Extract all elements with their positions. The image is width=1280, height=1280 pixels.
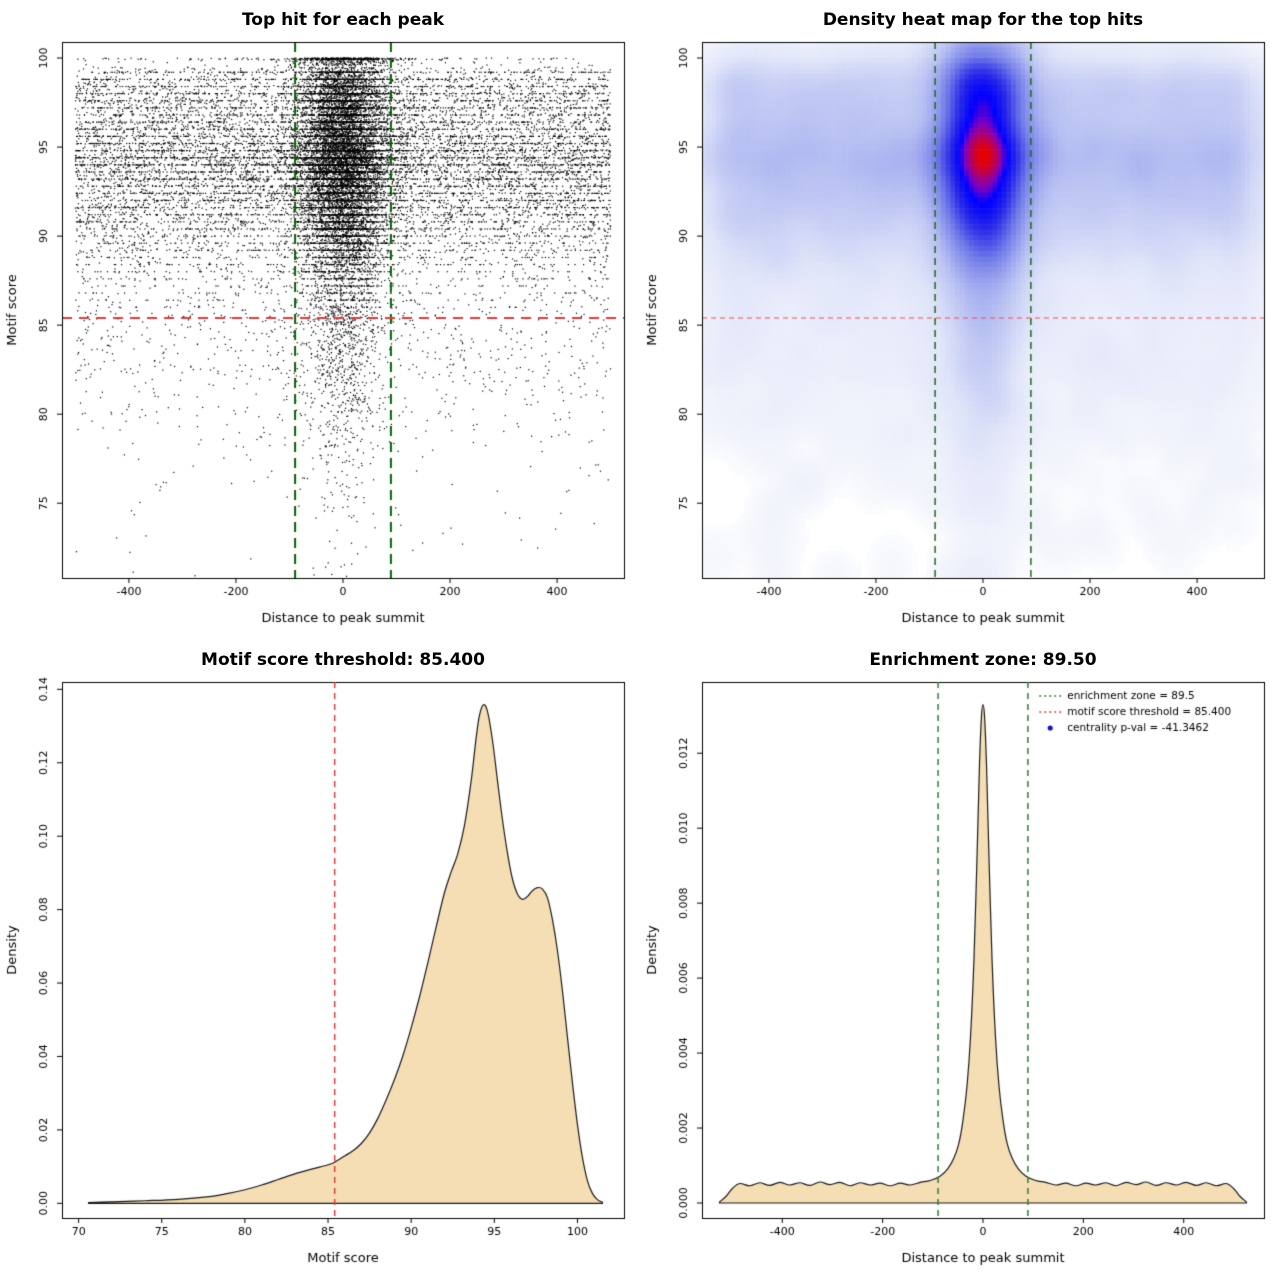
panel-enrichment-zone-density: Enrichment zone: 89.50 xyxy=(640,640,1280,1280)
panel-motif-score-density: Motif score threshold: 85.400 xyxy=(0,640,640,1280)
score-density-title: Motif score threshold: 85.400 xyxy=(201,650,485,670)
panel-top-hit-scatter: Top hit for each peak xyxy=(0,0,640,640)
score-density-canvas xyxy=(0,672,640,1272)
scatter-canvas xyxy=(0,32,640,632)
panel-density-heatmap: Density heat map for the top hits xyxy=(640,0,1280,640)
enrichment-zone-canvas xyxy=(640,672,1280,1272)
heatmap-title: Density heat map for the top hits xyxy=(822,10,1144,30)
enrichment-zone-title: Enrichment zone: 89.50 xyxy=(869,650,1097,670)
heatmap-canvas xyxy=(640,32,1280,632)
scatter-title: Top hit for each peak xyxy=(241,10,445,30)
